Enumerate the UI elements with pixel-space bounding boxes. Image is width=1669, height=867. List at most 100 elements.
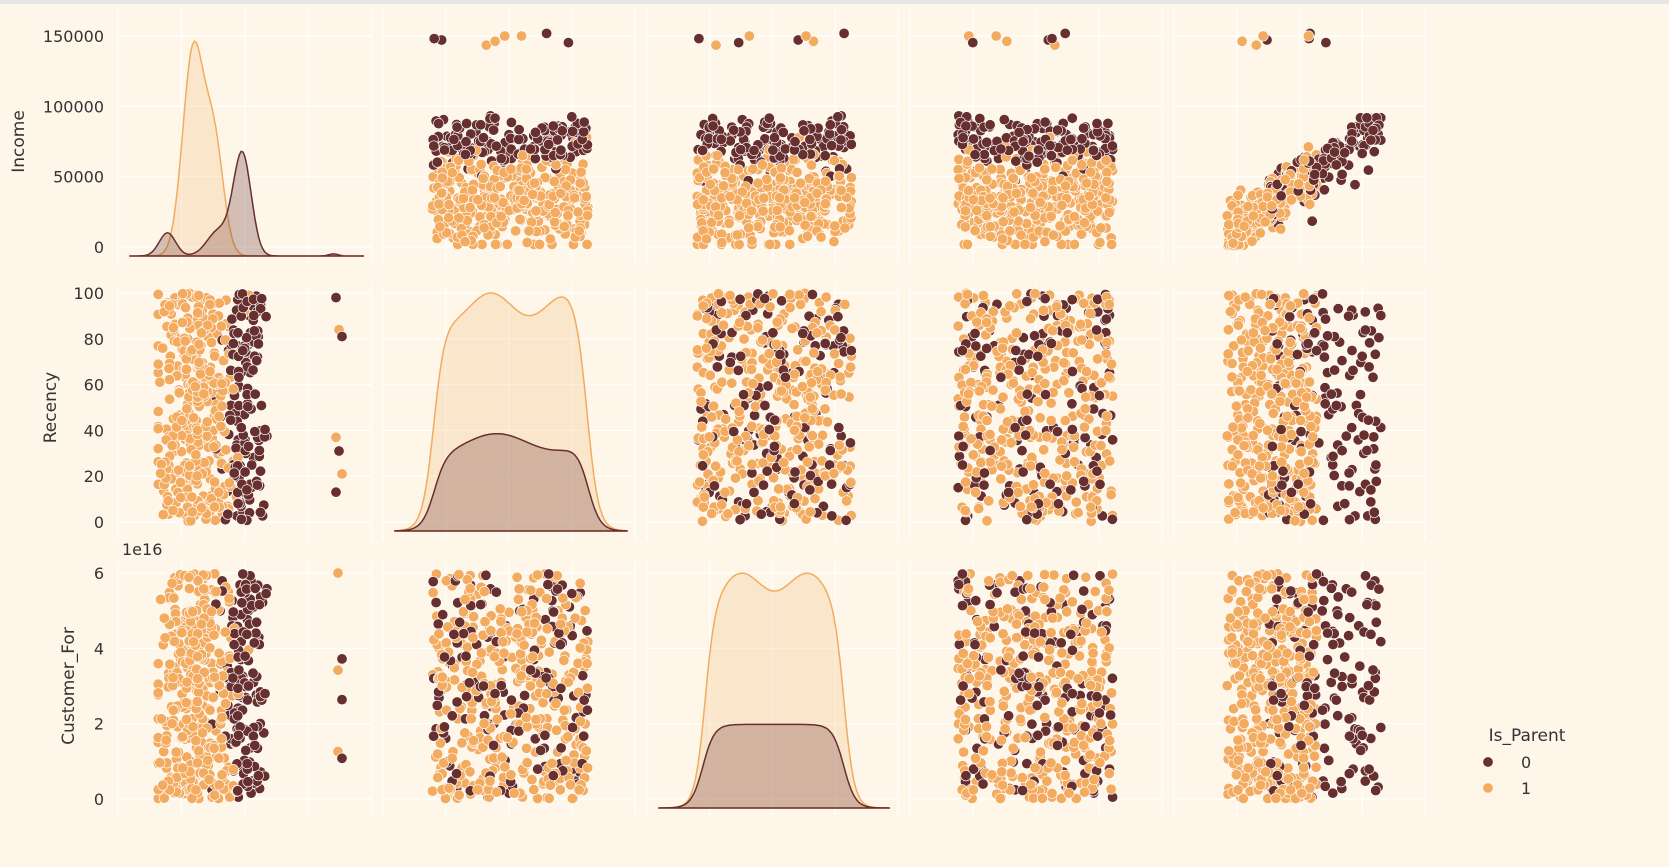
point-is-parent-0	[431, 597, 441, 607]
point-is-parent-0	[1348, 365, 1358, 375]
point-is-parent-0	[954, 579, 964, 589]
point-is-parent-0	[243, 402, 253, 412]
point-is-parent-1	[153, 359, 163, 369]
point-is-parent-1	[962, 659, 972, 669]
point-is-parent-1	[816, 232, 826, 242]
point-is-parent-1	[816, 307, 826, 317]
point-is-parent-1	[698, 502, 708, 512]
point-is-parent-1	[171, 747, 181, 757]
row-tick-label: 4	[94, 639, 104, 658]
point-is-parent-0	[231, 443, 241, 453]
point-is-parent-1	[1068, 348, 1078, 358]
point-is-parent-1	[532, 570, 542, 580]
point-is-parent-1	[497, 752, 507, 762]
point-is-parent-0	[1337, 446, 1347, 456]
point-is-parent-1	[433, 772, 443, 782]
point-is-parent-1	[427, 786, 437, 796]
point-is-parent-1	[522, 627, 532, 637]
row-tick-label: 60	[84, 376, 104, 395]
point-is-parent-1	[1067, 155, 1077, 165]
point-is-parent-1	[1044, 645, 1054, 655]
point-is-parent-1	[984, 496, 994, 506]
point-is-parent-1	[1039, 582, 1049, 592]
point-is-parent-1	[1092, 354, 1102, 364]
point-is-parent-1	[559, 655, 569, 665]
point-is-parent-1	[785, 239, 795, 249]
point-is-parent-0	[582, 705, 592, 715]
point-is-parent-1	[1311, 762, 1321, 772]
point-is-parent-1	[485, 776, 495, 786]
point-is-parent-1	[480, 616, 490, 626]
point-is-parent-1	[1304, 616, 1314, 626]
point-is-parent-1	[694, 477, 704, 487]
row-axis-label: Customer_For	[59, 627, 79, 745]
point-is-parent-1	[840, 223, 850, 233]
point-is-parent-0	[1360, 307, 1370, 317]
point-is-parent-0	[433, 118, 443, 128]
point-is-parent-0	[1103, 118, 1113, 128]
point-is-parent-0	[1017, 785, 1027, 795]
point-is-parent-0	[567, 722, 577, 732]
point-is-parent-0	[697, 461, 707, 471]
point-is-parent-0	[249, 310, 259, 320]
point-is-parent-0	[1272, 594, 1282, 604]
point-is-parent-1	[1035, 747, 1045, 757]
point-is-parent-1	[1071, 497, 1081, 507]
point-is-parent-1	[1106, 490, 1116, 500]
point-is-parent-0	[1360, 571, 1370, 581]
point-is-parent-1	[841, 496, 851, 506]
point-is-parent-1	[830, 221, 840, 231]
point-is-parent-0	[712, 362, 722, 372]
point-is-parent-1	[962, 239, 972, 249]
point-is-parent-0	[1350, 180, 1360, 190]
point-is-parent-1	[953, 321, 963, 331]
point-is-parent-1	[1015, 501, 1025, 511]
point-is-parent-1	[983, 652, 993, 662]
point-is-parent-1	[1299, 401, 1309, 411]
point-is-parent-0	[1344, 768, 1354, 778]
point-is-parent-0	[1344, 481, 1354, 491]
point-is-parent-1	[972, 616, 982, 626]
point-is-parent-1	[551, 725, 561, 735]
point-is-parent-1	[785, 303, 795, 313]
point-is-parent-1	[582, 239, 592, 249]
point-is-parent-1	[164, 363, 174, 373]
point-is-parent-0	[433, 619, 443, 629]
point-is-parent-1	[1256, 289, 1266, 299]
point-is-parent-1	[449, 675, 459, 685]
point-is-parent-1	[153, 659, 163, 669]
point-is-parent-0	[1320, 314, 1330, 324]
point-is-parent-0	[1326, 677, 1336, 687]
point-is-parent-1	[1085, 308, 1095, 318]
point-is-parent-1	[1006, 438, 1016, 448]
point-is-parent-1	[717, 237, 727, 247]
point-is-parent-0	[1320, 781, 1330, 791]
point-is-parent-1	[1016, 230, 1026, 240]
point-is-parent-1	[164, 394, 174, 404]
point-is-parent-0	[1364, 338, 1374, 348]
point-is-parent-0	[428, 731, 438, 741]
point-is-parent-1	[492, 714, 502, 724]
row-tick-label: 0	[94, 513, 104, 532]
window-top-border	[0, 0, 1669, 4]
point-is-parent-0	[978, 779, 988, 789]
point-is-parent-0	[1337, 169, 1347, 179]
point-is-parent-1	[820, 404, 830, 414]
point-is-parent-1	[454, 569, 464, 579]
point-is-parent-1	[441, 638, 451, 648]
point-is-parent-1	[1233, 492, 1243, 502]
point-is-parent-0	[971, 595, 981, 605]
point-is-parent-1	[1042, 776, 1052, 786]
point-is-parent-1	[995, 793, 1005, 803]
point-is-parent-1	[1243, 763, 1253, 773]
point-is-parent-1	[1253, 592, 1263, 602]
point-is-parent-1	[1096, 627, 1106, 637]
point-is-parent-1	[1107, 719, 1117, 729]
point-is-parent-1	[490, 239, 500, 249]
point-is-parent-0	[481, 570, 491, 580]
point-is-parent-1	[1047, 788, 1057, 798]
point-is-parent-0	[1347, 673, 1357, 683]
point-is-parent-0	[1011, 345, 1021, 355]
point-is-parent-1	[432, 749, 442, 759]
point-is-parent-1	[1069, 239, 1079, 249]
